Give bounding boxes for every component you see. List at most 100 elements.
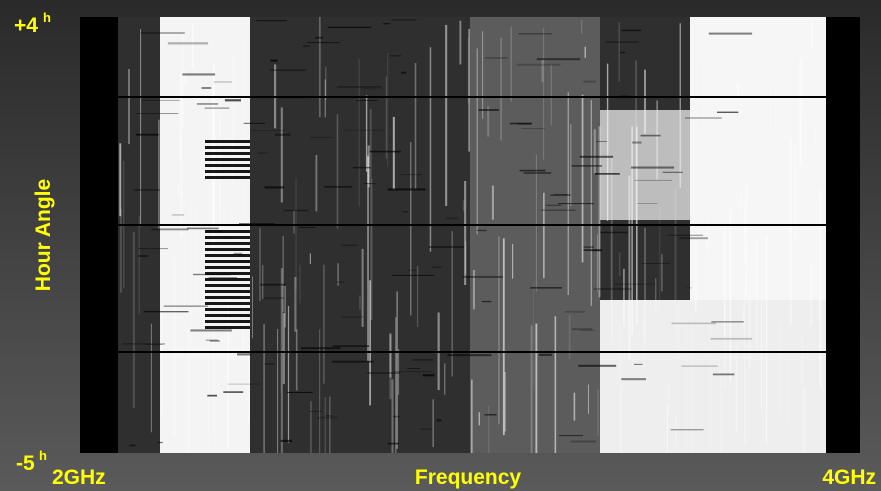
texture-stroke (191, 198, 192, 360)
texture-stroke (517, 123, 531, 125)
texture-stroke (158, 119, 160, 229)
texture-stroke (814, 122, 817, 145)
texture-stroke (769, 84, 772, 132)
texture-stroke (352, 166, 371, 169)
texture-stroke (516, 63, 561, 66)
texture-stroke (171, 214, 185, 216)
blank-band (826, 17, 860, 453)
texture-stroke (270, 69, 306, 71)
texture-stroke (679, 237, 708, 240)
texture-stroke (675, 413, 677, 447)
texture-stroke (280, 107, 283, 203)
texture-stroke (364, 183, 376, 185)
texture-stroke (583, 249, 602, 251)
texture-stroke (428, 246, 464, 248)
texture-stroke (596, 234, 598, 292)
texture-stroke (315, 36, 323, 39)
texture-stroke (666, 404, 669, 453)
texture-stroke (205, 170, 250, 173)
texture-stroke (662, 171, 683, 173)
texture-stroke (205, 314, 250, 317)
texture-stroke (264, 363, 275, 365)
texture-stroke (146, 344, 163, 345)
texture-stroke (358, 58, 360, 207)
texture-stroke (227, 299, 229, 450)
texture-stroke (300, 347, 341, 350)
texture-stroke (295, 329, 298, 391)
texture-stroke (477, 229, 487, 232)
texture-stroke (119, 143, 122, 217)
texture-stroke (570, 124, 572, 207)
texture-stroke (329, 396, 331, 453)
texture-stroke (302, 45, 311, 47)
texture-stroke (336, 114, 339, 229)
texture-stroke (811, 19, 813, 49)
texture-stroke (332, 345, 370, 347)
texture-stroke (667, 234, 704, 236)
texture-stroke (462, 200, 465, 212)
texture-stroke (234, 17, 236, 153)
texture-stroke (530, 287, 563, 289)
texture-stroke (258, 152, 269, 154)
texture-stroke (252, 276, 253, 339)
texture-stroke (335, 281, 345, 283)
texture-stroke (208, 308, 209, 453)
texture-stroke (510, 26, 512, 102)
x-left-label: 2GHz (52, 466, 106, 489)
texture-stroke (309, 410, 323, 412)
texture-stroke (237, 353, 252, 356)
texture-stroke (251, 130, 285, 131)
texture-stroke (299, 264, 301, 304)
texture-stroke (578, 364, 617, 367)
texture-stroke (263, 297, 284, 300)
texture-stroke (205, 146, 250, 149)
texture-stroke (402, 211, 409, 213)
texture-stroke (138, 248, 168, 250)
texture-stroke (356, 100, 378, 101)
texture-stroke (640, 134, 661, 137)
texture-stroke (205, 236, 250, 239)
y-axis-title: Hour Angle (32, 179, 55, 291)
blank-band (80, 17, 118, 453)
texture-stroke (247, 37, 249, 224)
texture-stroke (631, 166, 674, 169)
texture-stroke (794, 147, 796, 245)
texture-stroke (820, 187, 822, 389)
texture-stroke (205, 308, 250, 311)
texture-stroke (205, 296, 250, 299)
texture-stroke (748, 285, 751, 368)
texture-stroke (205, 242, 250, 245)
texture-stroke (293, 210, 295, 234)
texture-stroke (315, 155, 318, 212)
texture-stroke (743, 288, 746, 444)
texture-stroke (512, 243, 514, 279)
texture-stroke (436, 419, 442, 422)
texture-stroke (557, 203, 594, 205)
texture-stroke (187, 227, 219, 230)
texture-stroke (756, 238, 758, 352)
texture-stroke (135, 133, 159, 136)
spectrogram (80, 17, 860, 453)
texture-stroke (259, 228, 261, 302)
texture-stroke (205, 339, 219, 341)
texture-stroke (519, 169, 546, 172)
texture-stroke (270, 59, 278, 62)
texture-stroke (395, 371, 432, 373)
texture-stroke (235, 76, 237, 120)
texture-stroke (570, 440, 596, 443)
texture-stroke (256, 20, 287, 22)
texture-stroke (600, 231, 629, 234)
texture-stroke (324, 79, 326, 118)
texture-stroke (772, 197, 774, 380)
texture-stroke (444, 363, 446, 395)
texture-stroke (790, 138, 792, 325)
texture-stroke (523, 172, 552, 174)
texture-stroke (221, 406, 223, 433)
texture-stroke (232, 54, 234, 183)
texture-stroke (670, 429, 704, 431)
texture-stroke (579, 155, 614, 158)
texture-stroke (784, 77, 786, 147)
texture-stroke (143, 311, 189, 313)
texture-stroke (825, 22, 826, 38)
texture-stroke (742, 305, 744, 326)
